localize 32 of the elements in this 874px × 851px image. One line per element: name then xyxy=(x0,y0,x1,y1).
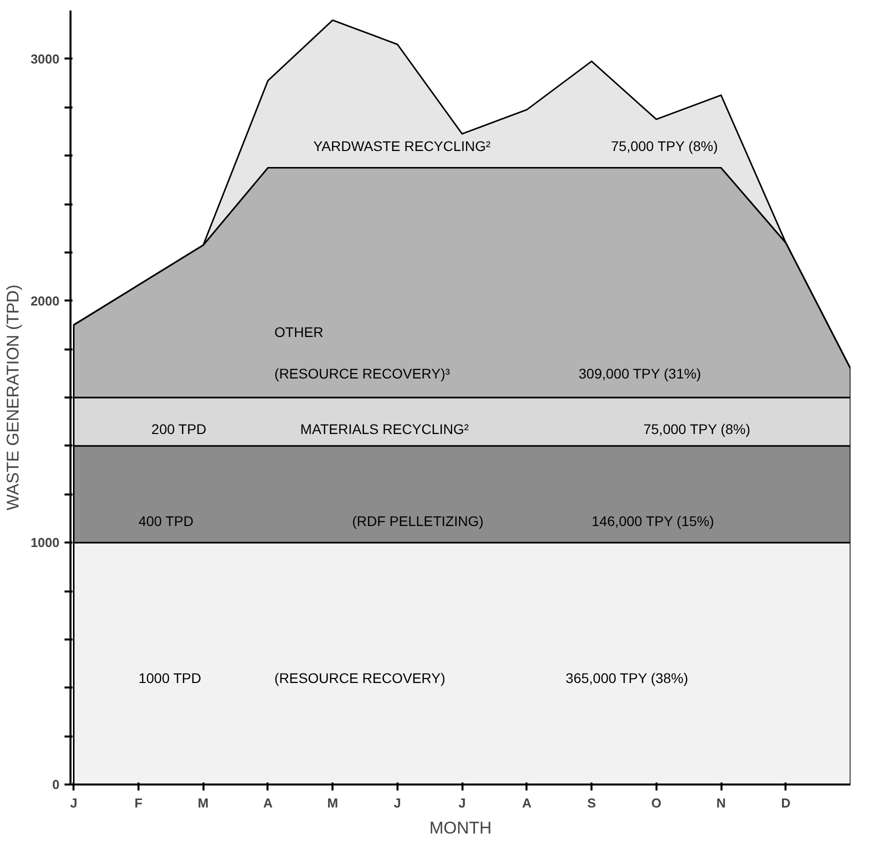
y-tick-label: 2000 xyxy=(30,293,60,308)
x-tick-label: D xyxy=(781,796,790,810)
annotation: (RESOURCE RECOVERY)³ xyxy=(274,365,450,382)
x-tick-label: J xyxy=(394,796,402,810)
annotation: OTHER xyxy=(274,324,324,340)
annotation: 75,000 TPY (8%) xyxy=(643,420,750,437)
x-tick-label: J xyxy=(458,796,466,810)
y-axis-title: WASTE GENERATION (TPD) xyxy=(4,284,23,510)
x-tick-label: F xyxy=(134,796,142,810)
annotation: YARDWASTE RECYCLING² xyxy=(313,138,491,154)
x-tick-label: S xyxy=(587,796,596,810)
annotation: (RDF PELLETIZING) xyxy=(352,512,484,529)
annotation: 1000 TPD xyxy=(138,670,202,686)
x-tick-label: O xyxy=(651,796,662,810)
x-tick-label: M xyxy=(198,796,209,810)
annotation: 365,000 TPY (38%) xyxy=(566,670,688,686)
annotation: 75,000 TPY (8%) xyxy=(611,138,718,154)
y-tick-label: 1000 xyxy=(30,535,60,550)
x-tick-label: A xyxy=(522,796,532,810)
x-axis-title: MONTH xyxy=(429,818,492,838)
y-tick-label: 3000 xyxy=(30,51,60,66)
x-tick-label: A xyxy=(263,796,274,810)
annotation: (RESOURCE RECOVERY) xyxy=(274,670,446,686)
x-tick-label: J xyxy=(70,796,78,810)
annotation: 146,000 TPY (15%) xyxy=(592,512,714,529)
x-tick-label: N xyxy=(716,796,726,810)
annotation: 400 TPD xyxy=(138,512,194,529)
annotation: MATERIALS RECYCLING² xyxy=(300,420,470,437)
annotation: 200 TPD xyxy=(151,420,206,437)
x-tick-label: M xyxy=(327,796,338,810)
annotation: 309,000 TPY (31%) xyxy=(578,365,702,382)
y-tick-label: 0 xyxy=(52,777,60,792)
